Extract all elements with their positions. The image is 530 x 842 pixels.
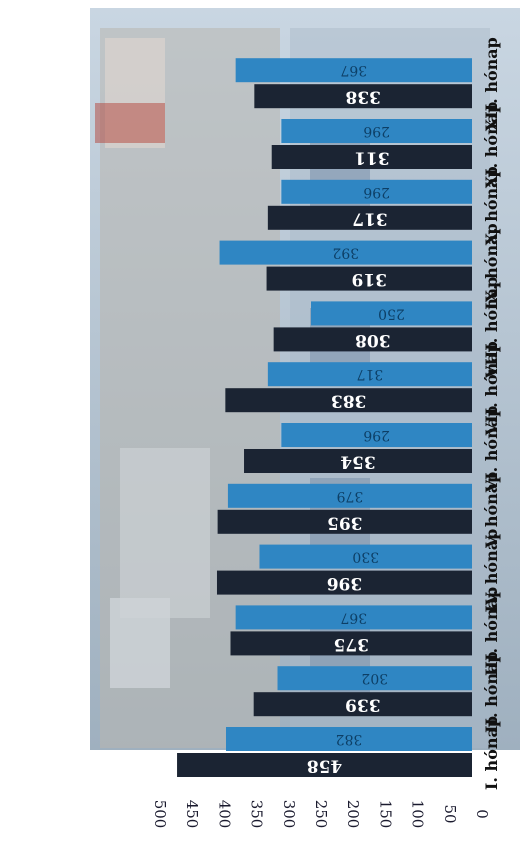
bar-chart: 0 50 100 150 200 250 300 350 400 450 500 458 382 339… [90, 8, 520, 829]
tick-label: 50 [441, 804, 459, 823]
bar-value-label: 382 [336, 731, 363, 747]
bar-blue [259, 544, 472, 569]
bar-dark [217, 509, 472, 534]
bar-value-label: 367 [340, 609, 367, 625]
bar-blue [277, 666, 472, 691]
bar-dark [225, 388, 472, 413]
category-label: IX. hónap [482, 223, 501, 310]
bar-blue [281, 179, 472, 204]
bar-blue [281, 423, 472, 447]
bar-value-label: 375 [334, 634, 370, 654]
bar-value-label: 308 [355, 330, 391, 350]
bar-value-label: 311 [354, 148, 390, 168]
bar-blue [219, 240, 472, 265]
tick-label: 450 [183, 800, 201, 829]
category-label: VII. hónap [482, 341, 501, 436]
bar-blue [225, 727, 472, 751]
bar-dark [177, 753, 472, 777]
bar-dark [266, 266, 472, 291]
bar-value-label: 338 [345, 87, 381, 107]
tick-label: 300 [280, 800, 298, 829]
bar-dark [253, 692, 472, 717]
bar-dark [273, 327, 472, 352]
bar-dark [271, 145, 472, 169]
tick-label: 150 [376, 800, 394, 829]
bar-blue [235, 605, 472, 630]
category-label: VI. hónap [482, 406, 501, 494]
bar-value-label: 319 [352, 269, 388, 289]
tick-label: 200 [344, 800, 362, 829]
bar-dark [216, 570, 472, 595]
bar-dark [230, 631, 472, 656]
category-label: III. hónap [482, 587, 501, 676]
bar-value-label: 296 [363, 184, 390, 200]
bar-dark [244, 449, 472, 473]
category-label: I. hónap [482, 716, 501, 790]
bar-dark [254, 84, 472, 109]
bar-blue [281, 119, 472, 143]
category-label: VIII. hónap [482, 277, 501, 380]
bar-dark [267, 205, 472, 230]
bar-value-label: 354 [340, 452, 376, 472]
category-label: XI. hónap [482, 102, 501, 189]
bar-blue [235, 58, 472, 83]
bar-value-label: 296 [363, 123, 390, 139]
bar-value-label: 317 [357, 366, 384, 382]
bar-value-label: 392 [332, 245, 359, 261]
bar-value-label: 396 [327, 573, 363, 593]
category-label: II. hónap [482, 651, 501, 733]
bar-value-label: 296 [363, 427, 390, 443]
bar-marks: 458 382 339 302 375 367 396 330 395 379 354 296 383 3… [177, 58, 472, 777]
category-label: XII. hónap [482, 37, 501, 131]
tick-label: 0 [473, 809, 491, 819]
category-label: V. hónap [482, 472, 501, 549]
bar-value-label: 302 [361, 670, 388, 686]
bar-value-label: 395 [327, 512, 363, 532]
bar-value-label: 330 [352, 549, 379, 565]
value-axis-ticks: 0 50 100 150 200 250 300 350 400 450 500 [151, 800, 491, 829]
category-label: IV. hónap [482, 529, 501, 613]
bar-value-label: 458 [307, 756, 343, 776]
bar-blue [267, 362, 472, 387]
bar-value-label: 317 [352, 208, 388, 228]
bar-value-label: 339 [345, 695, 381, 715]
bar-value-label: 383 [331, 391, 367, 411]
bar-blue [311, 301, 472, 326]
bar-blue [227, 483, 472, 508]
tick-label: 500 [151, 800, 169, 829]
bar-value-label: 367 [340, 62, 367, 78]
tick-label: 100 [409, 800, 427, 829]
bar-value-label: 379 [337, 488, 364, 504]
tick-label: 350 [248, 800, 266, 829]
bar-value-label: 250 [378, 305, 405, 321]
category-label: X. hónap [482, 166, 501, 245]
tick-label: 400 [215, 800, 233, 829]
chart-frame: 0 50 100 150 200 250 300 350 400 450 500 458 382 339… [10, 8, 522, 836]
tick-label: 250 [312, 800, 330, 829]
